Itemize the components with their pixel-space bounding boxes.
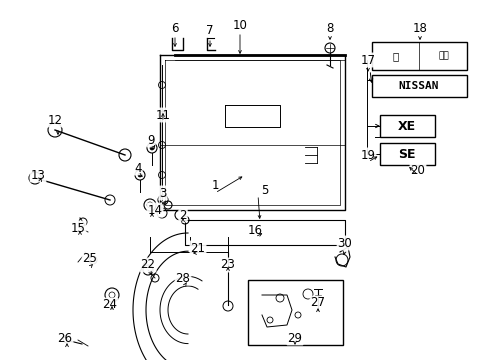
Text: 11: 11 [155, 108, 170, 122]
Text: 4: 4 [134, 162, 142, 175]
Bar [371, 75, 466, 97]
Bar [379, 115, 434, 137]
Text: NISSAN: NISSAN [398, 81, 438, 91]
Text: 25: 25 [82, 252, 97, 265]
Text: 24: 24 [102, 298, 117, 311]
Text: 28: 28 [175, 271, 190, 284]
Text: 彳艮: 彳艮 [438, 51, 448, 60]
Text: 5: 5 [261, 184, 268, 197]
Text: 1: 1 [211, 179, 218, 192]
Circle shape [138, 173, 142, 177]
Text: 9: 9 [147, 134, 154, 147]
Text: 21: 21 [190, 242, 205, 255]
Text: 20: 20 [410, 163, 425, 176]
Text: 10: 10 [232, 18, 247, 32]
Text: 13: 13 [30, 168, 45, 181]
Text: 19: 19 [360, 149, 375, 162]
Text: 15: 15 [70, 221, 85, 234]
Bar [247, 280, 342, 345]
Text: SE: SE [397, 148, 415, 161]
Text: 29: 29 [287, 332, 302, 345]
Text: 27: 27 [310, 297, 325, 310]
Text: 26: 26 [58, 332, 72, 345]
Text: 元: 元 [392, 51, 398, 61]
Text: 30: 30 [337, 237, 352, 249]
Text: 7: 7 [206, 23, 213, 36]
Text: 18: 18 [412, 22, 427, 35]
Bar [379, 143, 434, 165]
Text: 16: 16 [247, 224, 262, 237]
Bar [371, 42, 466, 70]
Circle shape [150, 146, 154, 150]
Text: 14: 14 [147, 203, 162, 216]
Text: 2: 2 [179, 208, 186, 221]
Text: 3: 3 [159, 186, 166, 199]
Text: 23: 23 [220, 258, 235, 271]
Text: XE: XE [397, 120, 415, 132]
Text: 12: 12 [47, 113, 62, 126]
Text: 22: 22 [140, 258, 155, 271]
Text: 6: 6 [171, 22, 179, 35]
Text: 17: 17 [360, 54, 375, 67]
Text: 8: 8 [325, 22, 333, 35]
